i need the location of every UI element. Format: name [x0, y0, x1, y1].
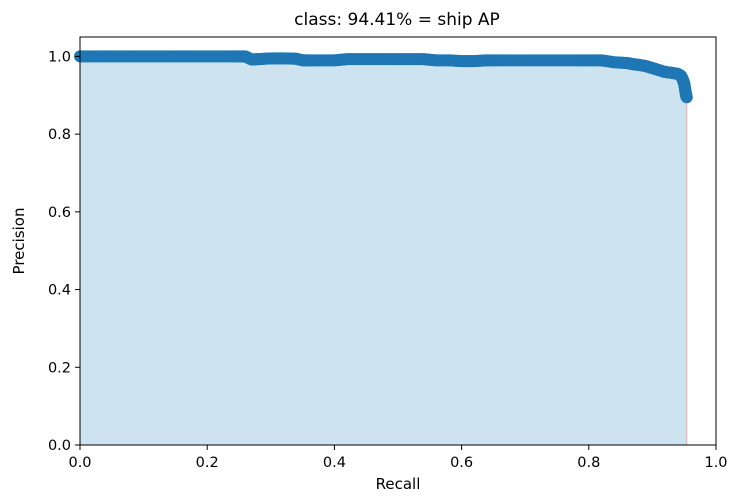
y-tick-label: 0.8 — [48, 127, 71, 143]
y-tick-label: 0.2 — [48, 360, 71, 376]
curve-point — [680, 91, 693, 104]
y-axis-ticks: 0.0 0.2 0.4 0.6 0.8 1.0 — [48, 49, 80, 454]
y-tick-label: 0.6 — [48, 205, 71, 221]
x-axis-ticks: 0.0 0.2 0.4 0.6 0.8 1.0 — [68, 445, 728, 471]
x-tick-label: 0.8 — [577, 455, 600, 471]
x-tick-label: 0.4 — [323, 455, 346, 471]
plot-area — [74, 50, 693, 446]
x-tick-label: 1.0 — [704, 455, 727, 471]
x-tick-label: 0.6 — [450, 455, 473, 471]
x-axis-label: Recall — [376, 475, 421, 493]
x-tick-label: 0.0 — [68, 455, 91, 471]
y-tick-label: 0.4 — [48, 283, 71, 299]
plot-frame — [79, 36, 717, 446]
chart-title: class: 94.41% = ship AP — [294, 10, 500, 30]
area-under-curve — [80, 56, 687, 446]
y-axis-label: Precision — [10, 208, 28, 275]
y-tick-label: 0.0 — [48, 438, 71, 454]
y-tick-label: 1.0 — [48, 49, 71, 65]
x-tick-label: 0.2 — [196, 455, 219, 471]
pr-curve-points — [74, 50, 693, 104]
